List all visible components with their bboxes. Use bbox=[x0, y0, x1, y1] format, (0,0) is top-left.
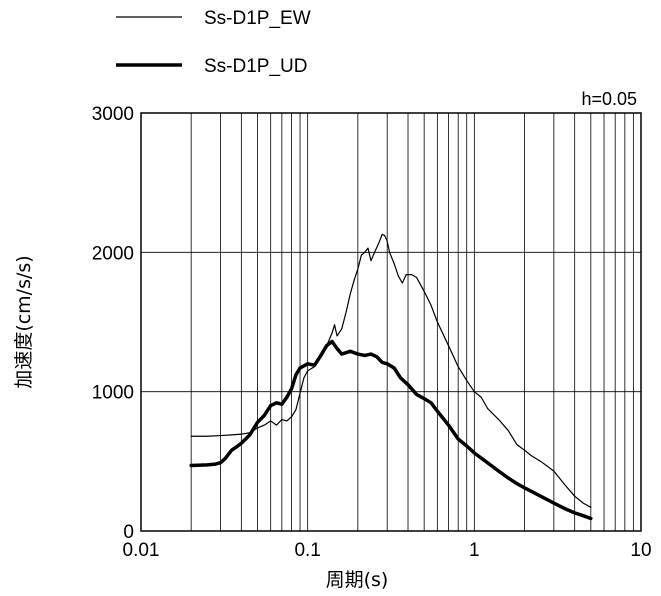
grid bbox=[141, 113, 641, 531]
x-axis-label: 周期(s) bbox=[326, 569, 389, 591]
y-tick-label: 0 bbox=[123, 522, 134, 543]
legend-ud-label: Ss-D1P_UD bbox=[204, 56, 307, 77]
y-tick-label: 3000 bbox=[92, 104, 134, 125]
x-tick-label: 10 bbox=[630, 540, 651, 561]
x-tick-label: 0.1 bbox=[294, 540, 320, 561]
plot-frame bbox=[140, 112, 642, 532]
y-tick-label: 1000 bbox=[92, 383, 134, 404]
y-tick-label: 2000 bbox=[92, 243, 134, 264]
damping-annotation: h=0.05 bbox=[581, 89, 637, 109]
y-axis-label: 加速度(cm/s/s) bbox=[13, 255, 35, 388]
tick-labels: 0.01 0.1 1 10 0 1000 2000 3000 bbox=[92, 104, 652, 561]
series-layer bbox=[189, 233, 593, 521]
x-tick-label: 1 bbox=[469, 540, 480, 561]
series-line-Ss-D1P_EW bbox=[190, 233, 592, 508]
series-Ss-D1P_EW bbox=[190, 233, 592, 508]
series-line-Ss-D1P_UD bbox=[189, 339, 593, 521]
legend: Ss-D1P_EW Ss-D1P_UD bbox=[116, 8, 311, 77]
x-tick-label: 0.01 bbox=[123, 540, 160, 561]
series-Ss-D1P_UD bbox=[189, 339, 593, 521]
legend-ew-label: Ss-D1P_EW bbox=[204, 8, 311, 29]
